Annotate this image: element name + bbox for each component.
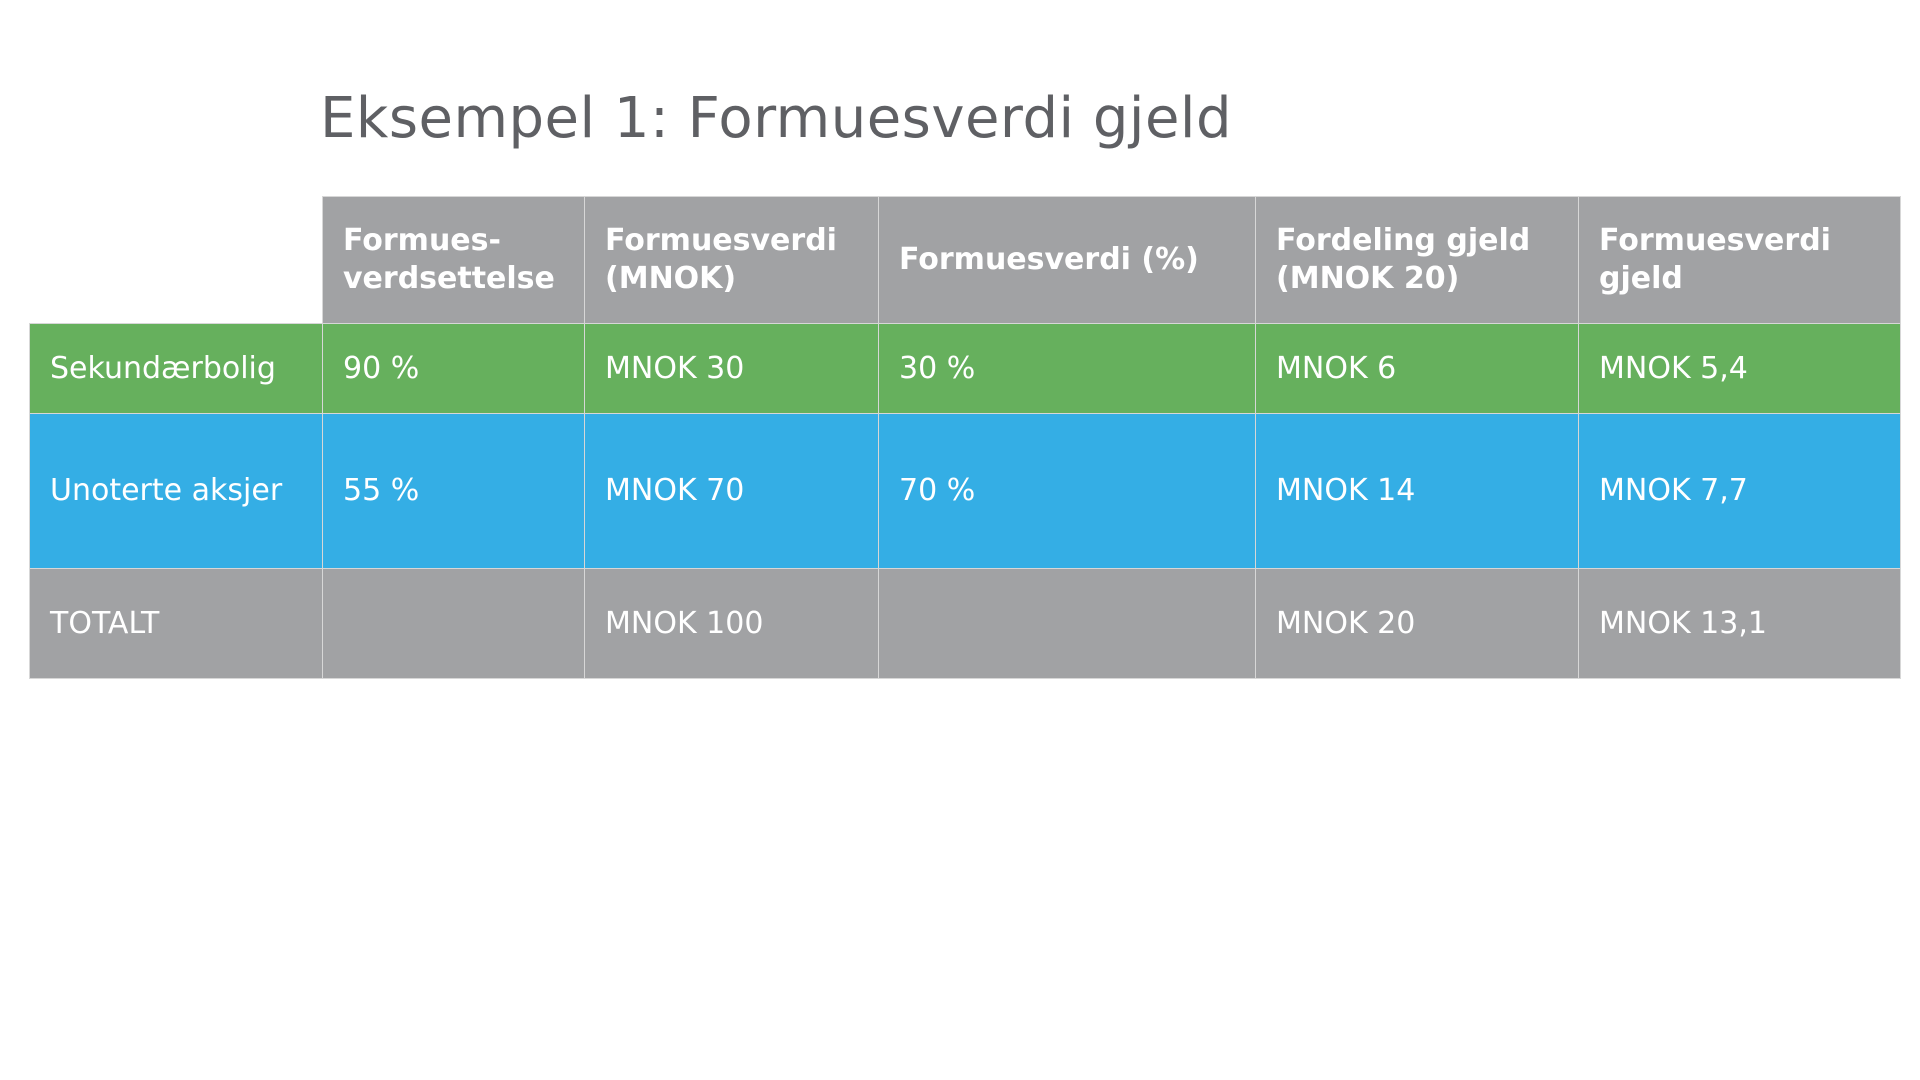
header-cell-empty <box>29 196 323 324</box>
header-verdsettelse-line2: verdsettelse <box>343 261 555 296</box>
table-header-row: Formues- verdsettelse Formuesverdi (MNOK… <box>29 196 1901 324</box>
header-verdsettelse-line1: Formues- <box>343 223 501 258</box>
header-cell-fordeling-gjeld: Fordeling gjeld (MNOK 20) <box>1255 196 1579 324</box>
cell-verdsettelse: 90 % <box>322 323 585 414</box>
row-label: TOTALT <box>29 568 323 679</box>
table-row-unoterte-aksjer: Unoterte aksjer 55 % MNOK 70 70 % MNOK 1… <box>29 413 1901 569</box>
header-gjeld-line2: gjeld <box>1599 261 1683 296</box>
header-gjeld-line1: Formuesverdi <box>1599 223 1831 258</box>
cell-verdsettelse <box>322 568 585 679</box>
cell-formuesverdi-gjeld: MNOK 5,4 <box>1578 323 1901 414</box>
row-label: Unoterte aksjer <box>29 413 323 569</box>
table-row-sekundaerbolig: Sekundærbolig 90 % MNOK 30 30 % MNOK 6 M… <box>29 323 1901 414</box>
header-formuesverdi-mnok-line2: (MNOK) <box>605 261 737 296</box>
header-cell-formuesverdi-pct: Formuesverdi (%) <box>878 196 1256 324</box>
cell-formuesverdi-mnok: MNOK 30 <box>584 323 879 414</box>
table-row-total: TOTALT MNOK 100 MNOK 20 MNOK 13,1 <box>29 568 1901 679</box>
slide-title: Eksempel 1: Formuesverdi gjeld <box>320 86 1233 151</box>
cell-formuesverdi-pct <box>878 568 1256 679</box>
header-cell-formuesverdi-mnok: Formuesverdi (MNOK) <box>584 196 879 324</box>
cell-formuesverdi-gjeld: MNOK 7,7 <box>1578 413 1901 569</box>
cell-fordeling-gjeld: MNOK 14 <box>1255 413 1579 569</box>
cell-fordeling-gjeld: MNOK 6 <box>1255 323 1579 414</box>
cell-formuesverdi-mnok: MNOK 100 <box>584 568 879 679</box>
header-fordeling-line1: Fordeling gjeld <box>1276 223 1531 258</box>
formuesverdi-table: Formues- verdsettelse Formuesverdi (MNOK… <box>29 196 1901 679</box>
cell-verdsettelse: 55 % <box>322 413 585 569</box>
cell-fordeling-gjeld: MNOK 20 <box>1255 568 1579 679</box>
header-cell-verdsettelse: Formues- verdsettelse <box>322 196 585 324</box>
header-cell-formuesverdi-gjeld: Formuesverdi gjeld <box>1578 196 1901 324</box>
header-formuesverdi-mnok-line1: Formuesverdi <box>605 223 837 258</box>
cell-formuesverdi-gjeld: MNOK 13,1 <box>1578 568 1901 679</box>
header-fordeling-line2: (MNOK 20) <box>1276 261 1460 296</box>
cell-formuesverdi-mnok: MNOK 70 <box>584 413 879 569</box>
cell-formuesverdi-pct: 70 % <box>878 413 1256 569</box>
cell-formuesverdi-pct: 30 % <box>878 323 1256 414</box>
row-label: Sekundærbolig <box>29 323 323 414</box>
